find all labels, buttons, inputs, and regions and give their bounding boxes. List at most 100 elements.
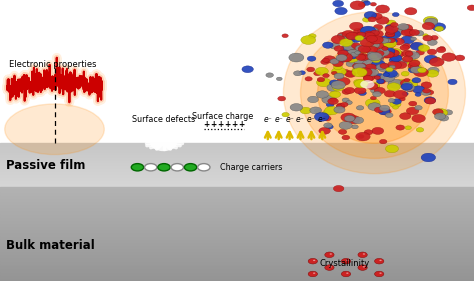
Circle shape	[365, 46, 378, 54]
Circle shape	[158, 164, 170, 171]
Circle shape	[439, 115, 449, 121]
Circle shape	[412, 114, 425, 123]
Bar	[0, 219, 474, 221]
Circle shape	[410, 30, 419, 35]
Bar	[0, 202, 474, 204]
Circle shape	[358, 252, 367, 258]
Circle shape	[355, 35, 364, 41]
Bar	[0, 169, 474, 170]
Circle shape	[351, 43, 361, 48]
Circle shape	[314, 109, 321, 113]
Circle shape	[392, 13, 399, 17]
Circle shape	[314, 112, 329, 121]
Circle shape	[329, 253, 332, 255]
Circle shape	[371, 42, 380, 48]
Circle shape	[423, 89, 430, 93]
Circle shape	[367, 52, 375, 56]
Circle shape	[347, 49, 359, 56]
Text: e⁻: e⁻	[296, 115, 305, 124]
Bar	[0, 234, 474, 235]
Circle shape	[313, 260, 315, 261]
Bar	[0, 177, 474, 178]
Circle shape	[354, 63, 366, 70]
Circle shape	[378, 64, 392, 72]
Circle shape	[409, 101, 417, 106]
Circle shape	[352, 68, 367, 77]
Circle shape	[346, 273, 348, 274]
Circle shape	[350, 52, 358, 57]
Circle shape	[171, 164, 183, 171]
Circle shape	[355, 51, 360, 55]
Circle shape	[352, 37, 361, 42]
Circle shape	[343, 50, 356, 58]
Bar	[0, 160, 474, 162]
Circle shape	[415, 93, 421, 96]
Bar	[0, 171, 474, 172]
Circle shape	[313, 273, 315, 274]
Text: +: +	[238, 120, 245, 129]
Circle shape	[402, 56, 413, 62]
Bar	[0, 204, 474, 206]
Circle shape	[383, 51, 394, 58]
Circle shape	[383, 40, 397, 48]
Circle shape	[395, 80, 407, 87]
Circle shape	[337, 103, 345, 108]
Ellipse shape	[283, 12, 465, 174]
Circle shape	[380, 139, 387, 144]
Bar	[0, 249, 474, 251]
Circle shape	[342, 89, 351, 94]
Circle shape	[363, 17, 371, 22]
Circle shape	[412, 86, 425, 93]
Circle shape	[338, 52, 344, 55]
Bar	[0, 155, 474, 156]
Circle shape	[358, 63, 366, 68]
Bar	[0, 151, 474, 152]
Circle shape	[399, 24, 413, 33]
Circle shape	[368, 103, 381, 110]
Text: e⁻: e⁻	[318, 115, 327, 124]
Circle shape	[371, 88, 379, 93]
Bar	[0, 201, 474, 203]
Circle shape	[341, 46, 349, 51]
Circle shape	[352, 117, 364, 124]
Circle shape	[388, 32, 396, 37]
Bar	[0, 143, 474, 144]
Bar	[0, 188, 474, 190]
Circle shape	[349, 36, 356, 40]
Bar	[0, 147, 474, 148]
Bar	[0, 154, 474, 155]
Circle shape	[388, 48, 401, 56]
Circle shape	[341, 271, 351, 277]
Circle shape	[282, 112, 289, 117]
Circle shape	[423, 16, 438, 25]
Circle shape	[390, 39, 397, 43]
Bar	[0, 267, 474, 268]
Circle shape	[370, 55, 377, 59]
Circle shape	[358, 265, 367, 270]
Circle shape	[364, 71, 377, 79]
Circle shape	[331, 81, 346, 89]
Bar	[0, 165, 474, 166]
Circle shape	[356, 106, 364, 110]
Circle shape	[319, 128, 330, 134]
Circle shape	[323, 42, 333, 48]
Text: Surface defects: Surface defects	[132, 115, 195, 124]
Bar	[0, 205, 474, 207]
Bar	[0, 158, 474, 159]
Bar	[0, 209, 474, 210]
Circle shape	[346, 32, 358, 40]
Circle shape	[331, 35, 345, 44]
Bar	[0, 171, 474, 172]
Bar	[0, 215, 474, 217]
Text: Bulk material: Bulk material	[6, 239, 95, 252]
Bar	[0, 194, 474, 196]
Circle shape	[334, 73, 344, 79]
Bar	[0, 198, 474, 200]
Bar	[0, 168, 474, 169]
Circle shape	[374, 56, 383, 61]
Bar	[0, 224, 474, 226]
Bar	[0, 150, 474, 151]
Bar	[0, 196, 474, 198]
Circle shape	[391, 55, 402, 62]
Circle shape	[356, 55, 366, 60]
